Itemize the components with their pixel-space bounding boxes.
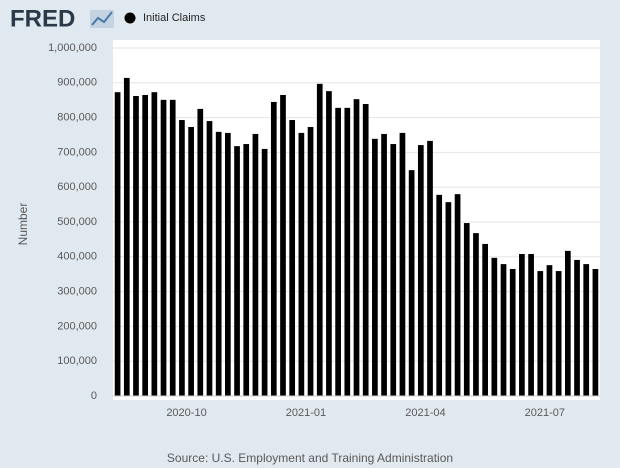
bar	[546, 265, 553, 396]
bar	[509, 268, 516, 396]
bar	[243, 144, 250, 396]
bar	[270, 101, 277, 396]
legend-marker	[124, 12, 136, 24]
x-tick-label: 2020-10	[166, 407, 206, 419]
logo-icon	[90, 10, 114, 28]
bar	[179, 120, 185, 396]
x-tick-label: 2021-07	[525, 407, 565, 419]
x-tick-label: 2021-04	[405, 407, 445, 419]
y-tick-label: 900,000	[57, 77, 97, 89]
bar	[427, 140, 433, 396]
bar	[454, 194, 461, 396]
bar	[188, 126, 194, 396]
bar	[528, 254, 534, 396]
logo: FRED	[10, 5, 75, 32]
bar	[381, 133, 387, 396]
bar	[326, 91, 332, 396]
bar	[555, 271, 562, 396]
y-tick-label: 700,000	[57, 146, 97, 158]
bar	[151, 92, 158, 397]
bar	[169, 99, 176, 397]
bar	[261, 148, 268, 396]
bar	[123, 77, 130, 396]
y-tick-label: 400,000	[57, 251, 97, 263]
bar	[114, 92, 121, 397]
bar	[197, 108, 204, 397]
bar	[491, 257, 498, 396]
y-tick-label: 100,000	[57, 355, 97, 367]
bar	[316, 83, 323, 397]
y-tick-label: 600,000	[57, 181, 97, 193]
bar	[417, 145, 424, 396]
bar	[280, 94, 286, 396]
bar	[225, 132, 231, 397]
bar	[564, 250, 571, 396]
bar	[537, 271, 544, 396]
bar	[289, 120, 296, 396]
bar	[133, 96, 139, 397]
bar	[344, 107, 351, 396]
bar	[574, 259, 580, 396]
bar	[399, 132, 406, 397]
y-tick-label: 0	[91, 390, 97, 402]
y-tick-label: 300,000	[57, 286, 97, 298]
bar	[436, 194, 443, 396]
bar	[206, 121, 213, 396]
bar	[234, 146, 240, 396]
y-axis-label: Number	[16, 203, 30, 246]
bar	[519, 254, 525, 396]
y-tick-label: 200,000	[57, 320, 97, 332]
bar	[500, 264, 507, 396]
bar	[473, 233, 479, 396]
bar	[482, 243, 488, 396]
legend-label: Initial Claims	[143, 12, 206, 24]
y-tick-label: 800,000	[57, 112, 97, 124]
source: Source: U.S. Employment and Training Adm…	[167, 451, 453, 465]
bar	[353, 99, 360, 396]
bar	[390, 144, 397, 396]
bar	[362, 104, 369, 396]
bar	[298, 132, 305, 397]
y-tick-label: 1,000,000	[48, 42, 97, 54]
bar	[583, 264, 590, 396]
bar	[463, 223, 470, 396]
bar	[372, 138, 378, 396]
bar	[215, 131, 222, 397]
bar	[592, 268, 599, 396]
y-tick-label: 500,000	[57, 216, 97, 228]
bar	[445, 202, 452, 396]
bar	[408, 170, 415, 396]
bar	[142, 94, 149, 396]
bar	[160, 99, 167, 397]
bar	[335, 107, 341, 396]
bar	[252, 133, 259, 396]
bar	[307, 126, 314, 396]
x-tick-label: 2021-01	[286, 407, 326, 419]
